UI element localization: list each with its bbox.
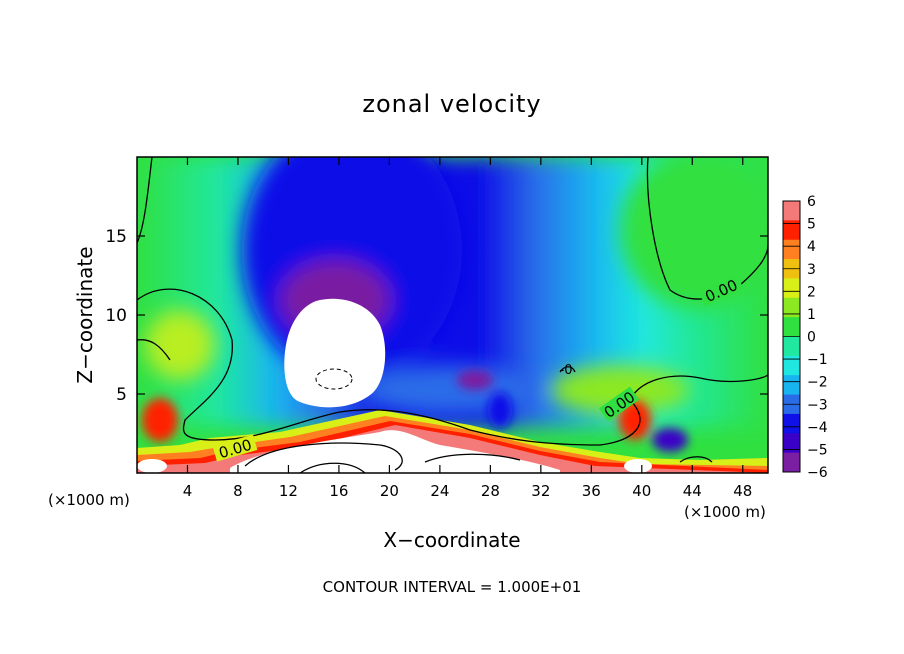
colorbar: 6 5 4 3 2 1 0 −1 −2 −3 −4 −5 −6 (782, 194, 828, 481)
x-axis-label: X−coordinate (383, 528, 520, 552)
colorbar-tick-label: −4 (807, 420, 828, 436)
y-axis-label: Z−coordinate (73, 246, 97, 383)
x-tick-label: 48 (733, 482, 752, 500)
x-tick-label: 20 (380, 482, 399, 500)
x-tick-label: 24 (430, 482, 449, 500)
colorbar-swatch (783, 201, 800, 221)
x-tick-label: 4 (183, 482, 193, 500)
colorbar-tick-label: 6 (807, 194, 816, 210)
colorbar-tick-label: −3 (807, 397, 828, 413)
zero-contours (137, 157, 768, 473)
colorbar-swatch (783, 433, 800, 454)
negative-contour (315, 368, 353, 390)
x-unit-right: (×1000 m) (684, 503, 766, 521)
colorbar-swatch (783, 452, 800, 473)
x-unit-left: (×1000 m) (48, 491, 130, 509)
colorbar-tick-label: −1 (807, 352, 828, 368)
plot-area: 0.00 0.00 0.00 -0 (137, 157, 768, 473)
colorbar-tick-label: 3 (807, 262, 816, 278)
x-tick-label: 40 (632, 482, 651, 500)
colorbar-tick-label: −6 (807, 465, 828, 481)
y-tick-label: 15 (105, 227, 127, 247)
colorbar-swatch (783, 278, 800, 299)
colorbar-swatch (783, 336, 800, 357)
x-tick-label: 44 (683, 482, 702, 500)
chart-title: zonal velocity (362, 90, 541, 118)
colorbar-swatch (783, 375, 800, 396)
colorbar-tick-label: 0 (807, 330, 816, 346)
colorbar-tick-label: 1 (807, 307, 816, 323)
colorbar-swatch (783, 297, 800, 318)
colorbar-tick-label: 5 (807, 217, 816, 233)
contour-label-3: -0 (560, 363, 573, 378)
colorbar-tick-label: 2 (807, 284, 816, 300)
x-tick-label: 28 (481, 482, 500, 500)
colorbar-swatch (783, 220, 800, 241)
x-axis: 4 8 12 16 20 24 28 32 36 40 44 48 (183, 157, 752, 500)
colorbar-tick-label: −2 (807, 375, 828, 391)
colorbar-swatch (783, 239, 800, 260)
colorbar-swatch (783, 413, 800, 434)
x-tick-label: 16 (329, 482, 348, 500)
x-tick-label: 8 (233, 482, 243, 500)
y-axis: 5 10 15 (105, 227, 768, 405)
x-tick-label: 12 (279, 482, 298, 500)
colorbar-swatch (783, 355, 800, 376)
contour-interval-footer: CONTOUR INTERVAL = 1.000E+01 (323, 578, 582, 596)
x-tick-label: 36 (582, 482, 601, 500)
y-tick-label: 10 (105, 306, 127, 326)
colorbar-swatch (783, 317, 800, 337)
x-tick-label: 32 (531, 482, 550, 500)
colorbar-tick-label: −5 (807, 442, 828, 458)
colorbar-tick-label: 4 (807, 239, 816, 255)
y-tick-label: 5 (116, 385, 127, 405)
